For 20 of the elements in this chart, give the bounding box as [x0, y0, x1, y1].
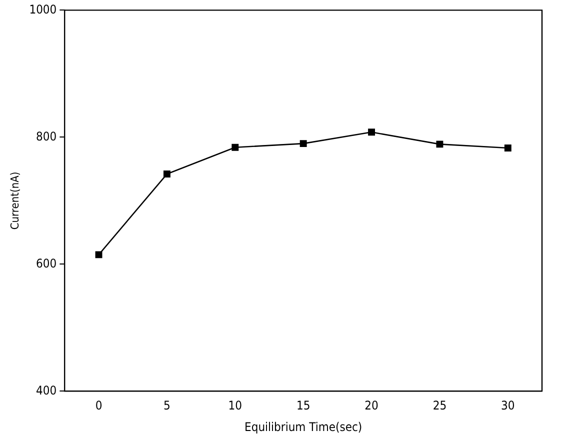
point [163, 170, 170, 178]
point [300, 140, 307, 148]
y-tick-label: 600 [36, 256, 57, 270]
y-tick-label: 400 [36, 383, 57, 398]
y-tick-label: 1000 [29, 2, 57, 16]
y-tick-label: 800 [36, 129, 57, 144]
x-tick-label: 30 [501, 398, 515, 413]
point [232, 144, 239, 151]
x-tick-label: 15 [296, 398, 310, 413]
x-tick-label: 20 [364, 398, 379, 413]
x-tick-label: 10 [228, 398, 242, 413]
y-axis-title: Current(nA) [8, 172, 22, 230]
point [95, 251, 102, 258]
x-tick-label: 5 [164, 398, 170, 413]
x-tick-label: 25 [432, 398, 447, 413]
x-axis-title: Equilibrium Time(sec) [244, 420, 362, 434]
point [368, 128, 376, 136]
point [504, 144, 512, 152]
point [436, 140, 444, 148]
x-tick-label: 0 [95, 398, 102, 413]
